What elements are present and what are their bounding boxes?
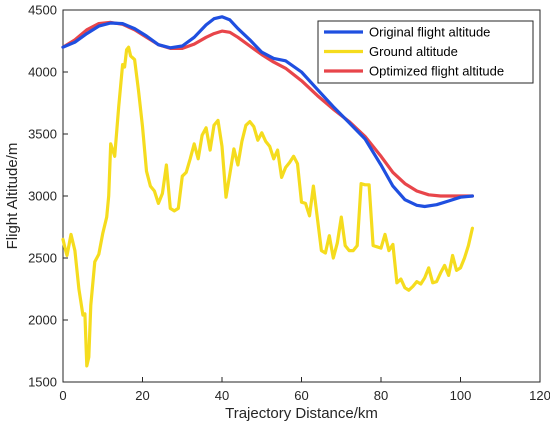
y-tick-label: 4500 xyxy=(28,3,57,18)
legend-label: Ground altitude xyxy=(369,44,458,59)
x-tick-label: 20 xyxy=(135,388,149,403)
legend: Original flight altitude Ground altitude O… xyxy=(317,20,534,84)
legend-entries: Original flight altitude Ground altitude O… xyxy=(324,25,504,79)
x-tick-label: 0 xyxy=(59,388,66,403)
legend-label: Optimized flight altitude xyxy=(369,64,504,79)
y-axis-title: Flight Altitude/m xyxy=(4,143,21,250)
y-tick-label: 1500 xyxy=(28,375,57,390)
series-line-original-flight-altitude xyxy=(61,15,474,209)
y-tick-label: 4000 xyxy=(28,65,57,80)
x-tick-label: 60 xyxy=(294,388,308,403)
y-axis: 1500 2000 2500 3000 3500 4000 4500 xyxy=(28,3,68,390)
series-line-ground-altitude xyxy=(61,45,474,368)
y-tick-label: 3000 xyxy=(28,189,57,204)
x-tick-label: 100 xyxy=(450,388,472,403)
y-tick-label: 2500 xyxy=(28,251,57,266)
y-tick-label: 2000 xyxy=(28,313,57,328)
y-tick-label: 3500 xyxy=(28,127,57,142)
series-layer xyxy=(61,15,474,368)
x-tick-label: 80 xyxy=(374,388,388,403)
legend-label: Original flight altitude xyxy=(369,25,490,40)
x-tick-label: 120 xyxy=(529,388,550,403)
x-axis: 0 20 40 60 80 100 120 xyxy=(59,377,550,403)
x-axis-title: Trajectory Distance/km xyxy=(225,405,378,422)
x-tick-label: 40 xyxy=(215,388,229,403)
